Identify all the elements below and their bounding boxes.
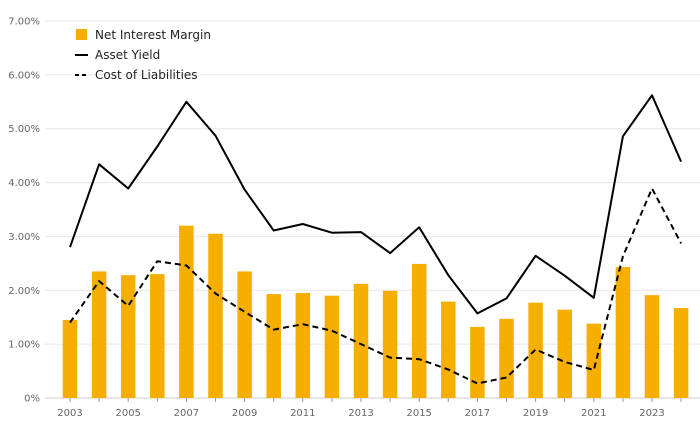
nim-bar	[237, 271, 252, 398]
nim-bar	[470, 326, 485, 398]
nim-bar	[586, 323, 602, 398]
legend-label-nim: Net Interest Margin	[95, 28, 211, 42]
x-tick-label: 2005	[115, 408, 140, 419]
x-tick-label: 2007	[174, 408, 199, 419]
y-axis-tick-labels: 0% 1.00% 2.00% 3.00% 4.00% 5.00% 6.00% 7.00%	[8, 17, 40, 405]
y-tick-label: 3.00%	[8, 232, 40, 243]
y-tick-label: 6.00%	[8, 70, 40, 81]
nim-bar	[91, 271, 107, 398]
y-tick-label: 7.00%	[8, 17, 40, 28]
y-tick-label: 4.00%	[8, 178, 40, 189]
nim-bar	[295, 292, 311, 398]
x-tick-label: 2013	[348, 408, 373, 419]
nim-bar	[150, 274, 165, 398]
y-tick-label: 1.00%	[8, 340, 40, 351]
nim-bar	[673, 308, 689, 398]
nim-bar	[644, 295, 660, 398]
x-tick-label: 2011	[290, 408, 315, 419]
yield-lines	[69, 94, 683, 385]
nim-bars	[62, 225, 689, 398]
nim-bar	[266, 294, 281, 398]
nim-bar	[557, 309, 572, 398]
x-tick-label: 2019	[523, 408, 548, 419]
nim-bar	[382, 290, 398, 398]
nim-bar	[324, 295, 340, 398]
nim-bar	[62, 319, 78, 398]
nim-bar	[179, 225, 194, 398]
nim-bar	[411, 263, 427, 398]
y-tick-label: 0%	[24, 394, 40, 405]
legend-swatch-nim	[76, 29, 87, 40]
x-tick-label: 2003	[57, 408, 82, 419]
legend: Net Interest Margin Asset Yield Cost of …	[75, 28, 211, 82]
nim-bar	[208, 233, 223, 398]
y-tick-label: 5.00%	[8, 124, 40, 135]
y-tick-label: 2.00%	[8, 286, 40, 297]
x-tick-label: 2009	[232, 408, 257, 419]
nim-bar	[499, 318, 514, 398]
nim-bar	[615, 267, 631, 398]
asset-yield-line	[69, 94, 683, 315]
nim-bar	[441, 301, 456, 398]
nim-bar	[120, 275, 136, 398]
legend-label-liab: Cost of Liabilities	[95, 68, 198, 82]
legend-label-asset: Asset Yield	[95, 48, 160, 62]
x-tick-label: 2021	[581, 408, 606, 419]
cost-of-liabilities-line	[69, 187, 682, 385]
x-tick-label: 2017	[465, 408, 490, 419]
x-axis-tick-labels: 2003 2005 2007 2009 2011 2013 2015 2017 2019 2021…	[57, 398, 682, 419]
nim-bar	[353, 283, 369, 398]
x-tick-label: 2023	[639, 408, 664, 419]
x-tick-label: 2015	[406, 408, 431, 419]
